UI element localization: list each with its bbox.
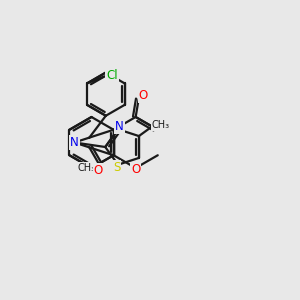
Text: O: O	[94, 164, 103, 177]
Text: O: O	[139, 89, 148, 102]
Text: CH₃: CH₃	[152, 120, 170, 130]
Text: S: S	[113, 161, 120, 174]
Text: N: N	[115, 120, 124, 134]
Text: Cl: Cl	[106, 69, 118, 82]
Text: N: N	[70, 136, 79, 149]
Text: O: O	[131, 163, 140, 176]
Text: CH₃: CH₃	[77, 163, 95, 173]
